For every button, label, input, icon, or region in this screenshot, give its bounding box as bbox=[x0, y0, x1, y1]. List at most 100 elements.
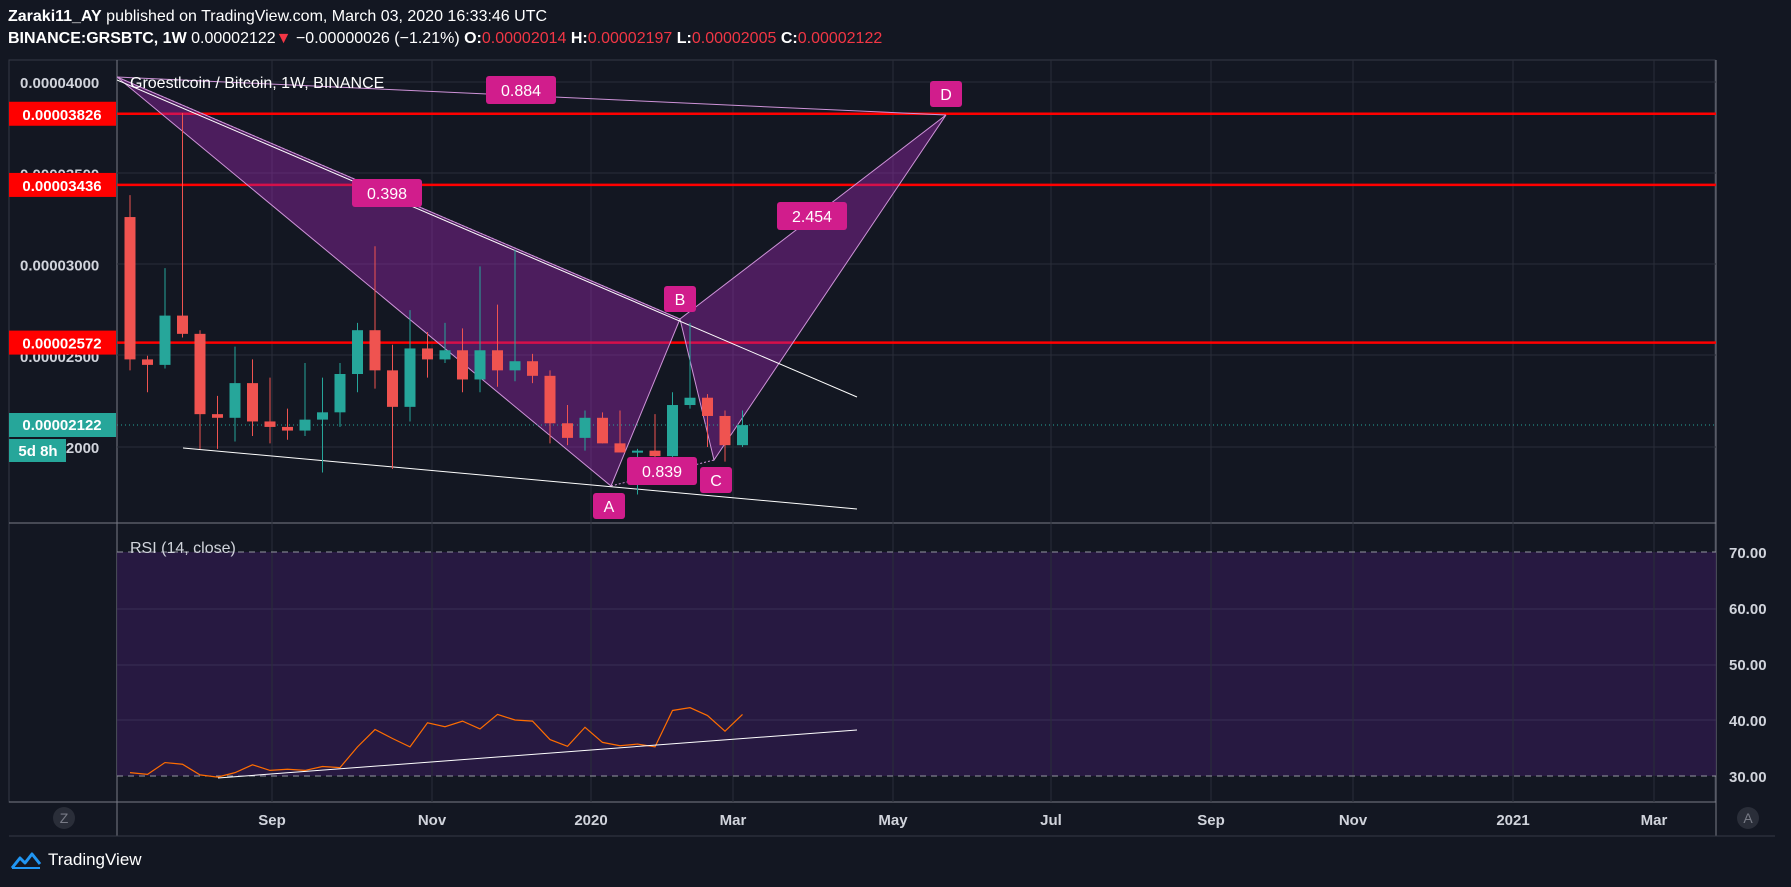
chart-title: Groestlcoin / Bitcoin, 1W, BINANCE bbox=[130, 75, 384, 92]
candle[interactable] bbox=[247, 359, 258, 437]
candle[interactable] bbox=[562, 405, 573, 446]
pattern-ratio-bg bbox=[486, 76, 556, 104]
rsi-limits bbox=[117, 551, 1716, 777]
pattern-ratio[interactable]: 0.884 bbox=[486, 76, 556, 104]
candle-body bbox=[159, 315, 171, 365]
pattern-point-bg bbox=[700, 467, 732, 493]
rsi-tick-label: 70.00 bbox=[1729, 545, 1767, 562]
candle[interactable] bbox=[282, 408, 293, 440]
candle[interactable] bbox=[229, 346, 241, 442]
auto-scale-label: A bbox=[1743, 810, 1753, 826]
price-axis[interactable]: 0.000040000.000035000.000030000.00002500… bbox=[20, 75, 99, 457]
candle[interactable] bbox=[492, 304, 503, 387]
candle[interactable] bbox=[597, 412, 608, 444]
time-tick-label: 2020 bbox=[574, 812, 607, 829]
candle-body bbox=[702, 397, 713, 416]
candle-body bbox=[282, 426, 293, 431]
close-label: C: bbox=[780, 30, 798, 47]
candle[interactable] bbox=[334, 363, 346, 427]
trendline-upper[interactable] bbox=[117, 79, 858, 398]
candle[interactable] bbox=[317, 377, 328, 473]
candle[interactable] bbox=[737, 410, 748, 448]
trendline-lower[interactable] bbox=[182, 447, 858, 510]
rsi-tick-label: 40.00 bbox=[1729, 713, 1767, 730]
candle[interactable] bbox=[369, 246, 381, 389]
time-axis[interactable]: Sep Nov 2020 Mar May Jul Sep Nov 2021 Mar bbox=[258, 812, 1667, 829]
candle[interactable] bbox=[299, 363, 311, 437]
price-tick-label: 0.00003000 bbox=[20, 258, 99, 275]
low-label: L: bbox=[676, 30, 692, 47]
time-tick-label: Mar bbox=[1641, 812, 1668, 829]
pattern-ratio[interactable]: 0.398 bbox=[352, 179, 422, 207]
candle[interactable] bbox=[474, 266, 486, 393]
pattern-point-a[interactable]: A bbox=[593, 493, 625, 519]
candle[interactable] bbox=[177, 113, 188, 338]
candle-body bbox=[334, 374, 346, 413]
time-tick-label: 2021 bbox=[1496, 812, 1529, 829]
pattern-ratio-bg bbox=[777, 202, 847, 230]
candle[interactable] bbox=[264, 377, 276, 444]
candle[interactable] bbox=[422, 332, 433, 378]
high-label: H: bbox=[570, 30, 588, 47]
rsi-trendline[interactable] bbox=[217, 729, 858, 779]
candle[interactable] bbox=[457, 328, 468, 393]
rsi-tick-label: 60.00 bbox=[1729, 601, 1767, 618]
candle[interactable] bbox=[544, 370, 556, 444]
chart-header: Zaraki11_AY published on TradingView.com… bbox=[8, 6, 882, 50]
candle-body bbox=[719, 415, 731, 446]
candle-body bbox=[369, 330, 381, 371]
candle[interactable] bbox=[194, 330, 206, 449]
candle[interactable] bbox=[387, 344, 398, 469]
candle-body bbox=[299, 419, 311, 431]
key-level-badge bbox=[9, 172, 116, 197]
pattern-point-label: C bbox=[710, 473, 722, 490]
pattern-point-label: D bbox=[940, 87, 952, 104]
publisher-name[interactable]: Zaraki11_AY bbox=[8, 8, 102, 25]
candle[interactable] bbox=[142, 355, 153, 393]
candle[interactable] bbox=[404, 310, 416, 422]
candle-body bbox=[247, 383, 258, 422]
pattern-point-c[interactable]: C bbox=[700, 467, 732, 493]
candle[interactable] bbox=[159, 268, 171, 369]
open-label: O: bbox=[464, 30, 482, 47]
tradingview-cloud-icon bbox=[10, 852, 42, 869]
pattern-ratio[interactable]: 0.839 bbox=[627, 457, 697, 485]
pattern-point-bg bbox=[664, 286, 696, 312]
rsi-label[interactable]: RSI (14, close) bbox=[130, 540, 236, 557]
candle[interactable] bbox=[527, 353, 538, 384]
last-price-badge: 0.00002122 5d 8h bbox=[9, 413, 116, 462]
scale-button-a[interactable]: A bbox=[1737, 807, 1759, 829]
candle[interactable] bbox=[719, 410, 731, 462]
pattern-point-d[interactable]: D bbox=[930, 81, 962, 107]
scale-button-z[interactable]: Z bbox=[53, 807, 75, 829]
pattern-triangle-bcd bbox=[679, 114, 947, 462]
candle[interactable] bbox=[352, 322, 363, 393]
rsi-pane[interactable] bbox=[129, 707, 858, 779]
pattern-point-b[interactable]: B bbox=[664, 286, 696, 312]
pattern-ratio[interactable]: 2.454 bbox=[777, 202, 847, 230]
candle[interactable] bbox=[579, 410, 591, 451]
candle[interactable] bbox=[614, 410, 626, 453]
candle[interactable] bbox=[439, 322, 451, 364]
candle[interactable] bbox=[684, 322, 696, 409]
candle[interactable] bbox=[212, 395, 223, 449]
candles[interactable] bbox=[124, 113, 749, 495]
trend-lines[interactable] bbox=[117, 79, 858, 510]
rsi-axis[interactable]: 70.00 60.00 50.00 40.00 30.00 bbox=[1729, 545, 1767, 786]
candle[interactable] bbox=[667, 392, 678, 469]
candle[interactable] bbox=[702, 394, 713, 447]
brand-name: TradingView bbox=[48, 850, 142, 869]
candle[interactable] bbox=[124, 195, 136, 371]
candle-body bbox=[439, 350, 451, 360]
tradingview-logo[interactable]: TradingView bbox=[10, 850, 142, 870]
key-level-badge bbox=[9, 330, 116, 355]
candle-body bbox=[229, 383, 241, 418]
candle[interactable] bbox=[509, 249, 521, 382]
candle-body bbox=[404, 348, 416, 407]
candle-body bbox=[212, 414, 223, 418]
zoom-z-label: Z bbox=[60, 810, 69, 826]
pattern-ratio-bg bbox=[352, 179, 422, 207]
price-change: −0.00000026 (−1.21%) bbox=[295, 30, 460, 47]
time-tick-label: Sep bbox=[1197, 812, 1225, 829]
